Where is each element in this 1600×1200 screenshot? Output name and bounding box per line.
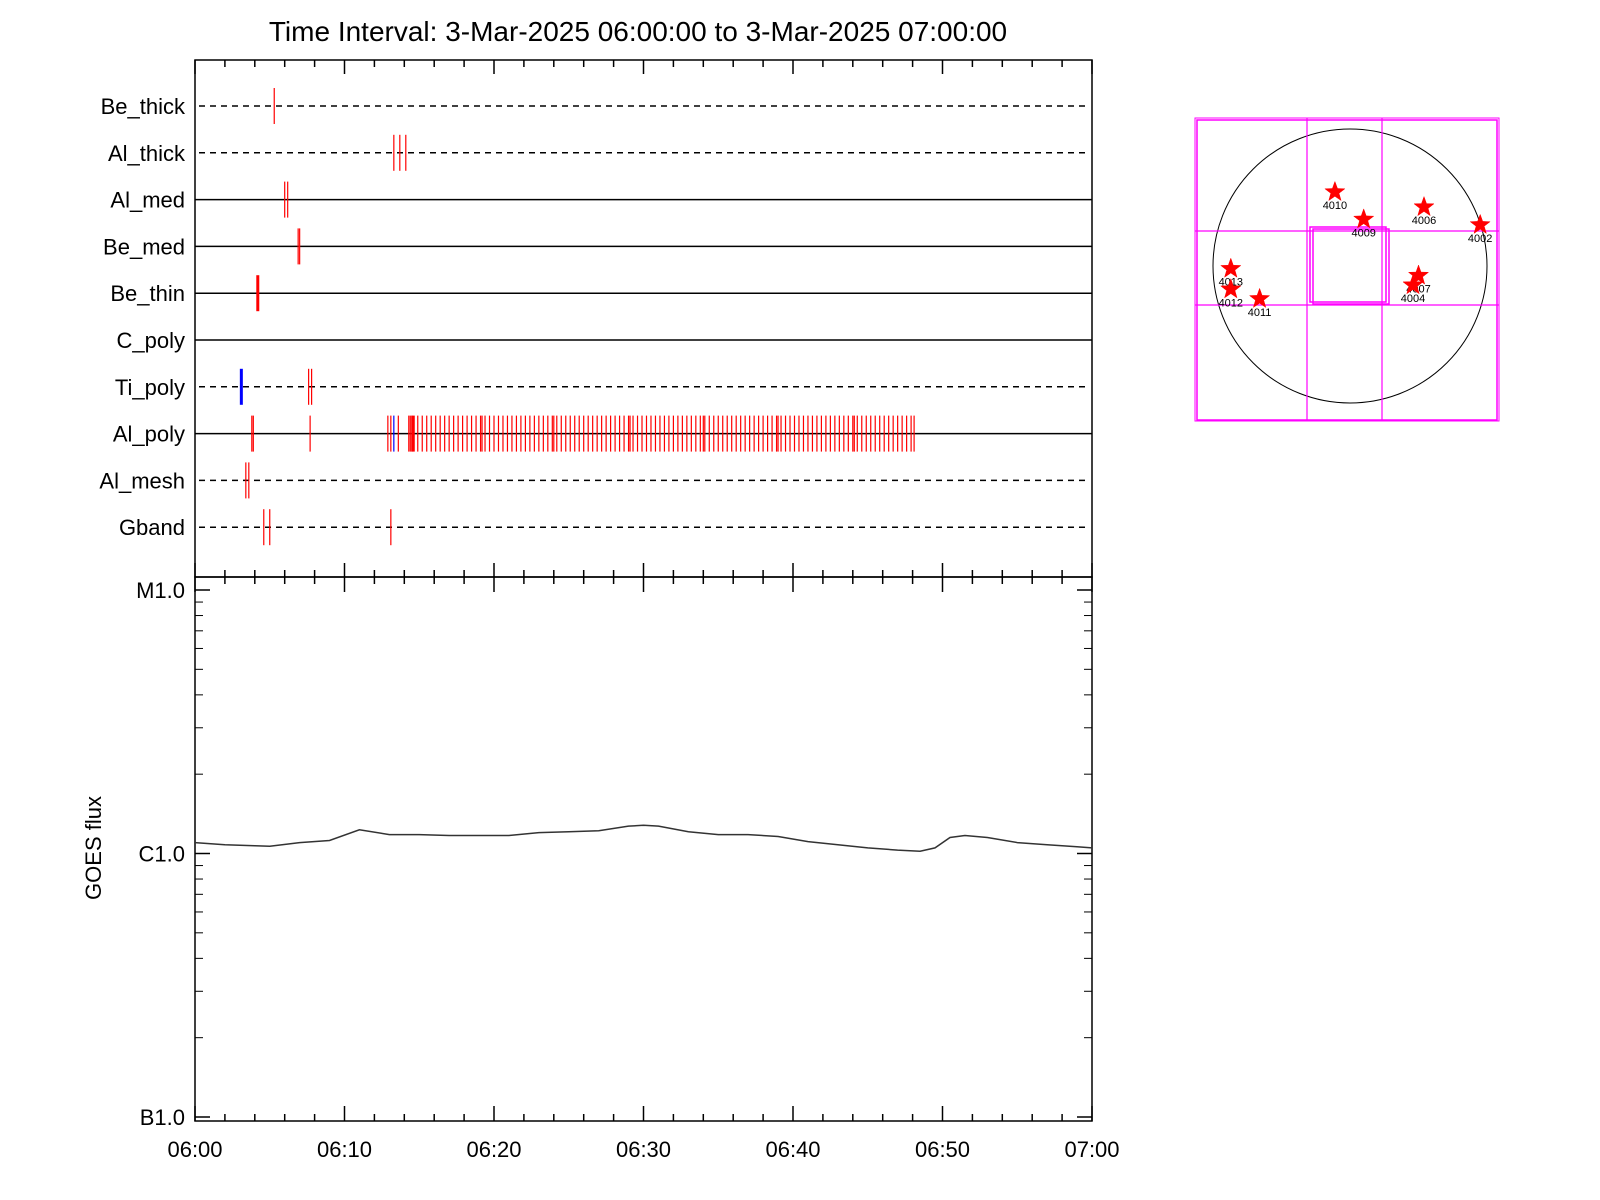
fov-outer-box <box>1194 117 1500 422</box>
xtick-label: 06:40 <box>765 1137 820 1162</box>
goes-flux-line <box>194 824 1093 852</box>
chart-title: Time Interval: 3-Mar-2025 06:00:00 to 3-… <box>269 16 1007 47</box>
ar-label: 4004 <box>1401 293 1425 305</box>
ar-star-icon <box>1220 257 1242 278</box>
fov-outer-box <box>1196 119 1498 421</box>
ar-star-icon <box>1248 287 1271 308</box>
ar-label: 4010 <box>1323 200 1347 212</box>
fov-inner-box <box>1309 226 1387 303</box>
row-label-ti_poly: Ti_poly <box>115 375 185 400</box>
ytick-label: M1.0 <box>136 578 185 603</box>
row-label-be_thin: Be_thin <box>110 281 185 306</box>
ar-star-icon <box>1469 213 1491 235</box>
ar-label: 4002 <box>1468 233 1492 245</box>
ar-star-icon <box>1413 195 1435 217</box>
filter-events-panel: Be_thick Al_thick Al_med Be_med Be_thin C_pol… <box>99 59 1093 578</box>
ar-label: 4011 <box>1248 307 1272 319</box>
row-label-be_thick: Be_thick <box>101 94 186 119</box>
ar-star-icon <box>1407 264 1430 285</box>
ar-label: 4006 <box>1412 215 1436 227</box>
row-label-gband: Gband <box>119 515 185 540</box>
fov-inner-box <box>1312 228 1390 305</box>
row-label-al_med: Al_med <box>110 188 185 213</box>
ar-star-icon <box>1324 180 1346 202</box>
timeline-frame <box>194 59 1093 578</box>
solar-disk-locator: 401040094006400240134012401140074004 <box>1194 117 1500 422</box>
xtick-label: 07:00 <box>1064 1137 1119 1162</box>
ytick-label: C1.0 <box>139 842 185 867</box>
ar-star-icon <box>1402 273 1424 295</box>
row-label-al_thick: Al_thick <box>108 141 186 166</box>
goes-ylabel: GOES flux <box>81 796 106 900</box>
goes-frame <box>194 576 1093 1122</box>
xtick-label: 06:30 <box>616 1137 671 1162</box>
ar-star-icon <box>1220 278 1242 299</box>
ytick-label: B1.0 <box>140 1105 185 1130</box>
xtick-label: 06:00 <box>167 1137 222 1162</box>
ar-label: 4009 <box>1351 227 1375 239</box>
row-label-c_poly: C_poly <box>117 328 185 353</box>
goes-flux-panel: B1.0 C1.0 M1.0 06:00 06:10 06:20 06:30 06:40 06… <box>81 576 1120 1162</box>
xtick-label: 06:20 <box>466 1137 521 1162</box>
ar-label: 4012 <box>1219 297 1243 309</box>
row-label-al_mesh: Al_mesh <box>99 468 185 493</box>
xtick-label: 06:10 <box>317 1137 372 1162</box>
row-label-al_poly: Al_poly <box>113 422 185 447</box>
xtick-label: 06:50 <box>915 1137 970 1162</box>
ar-star-icon <box>1352 208 1375 229</box>
solar-disk <box>1212 128 1488 404</box>
row-label-be_med: Be_med <box>103 234 185 259</box>
